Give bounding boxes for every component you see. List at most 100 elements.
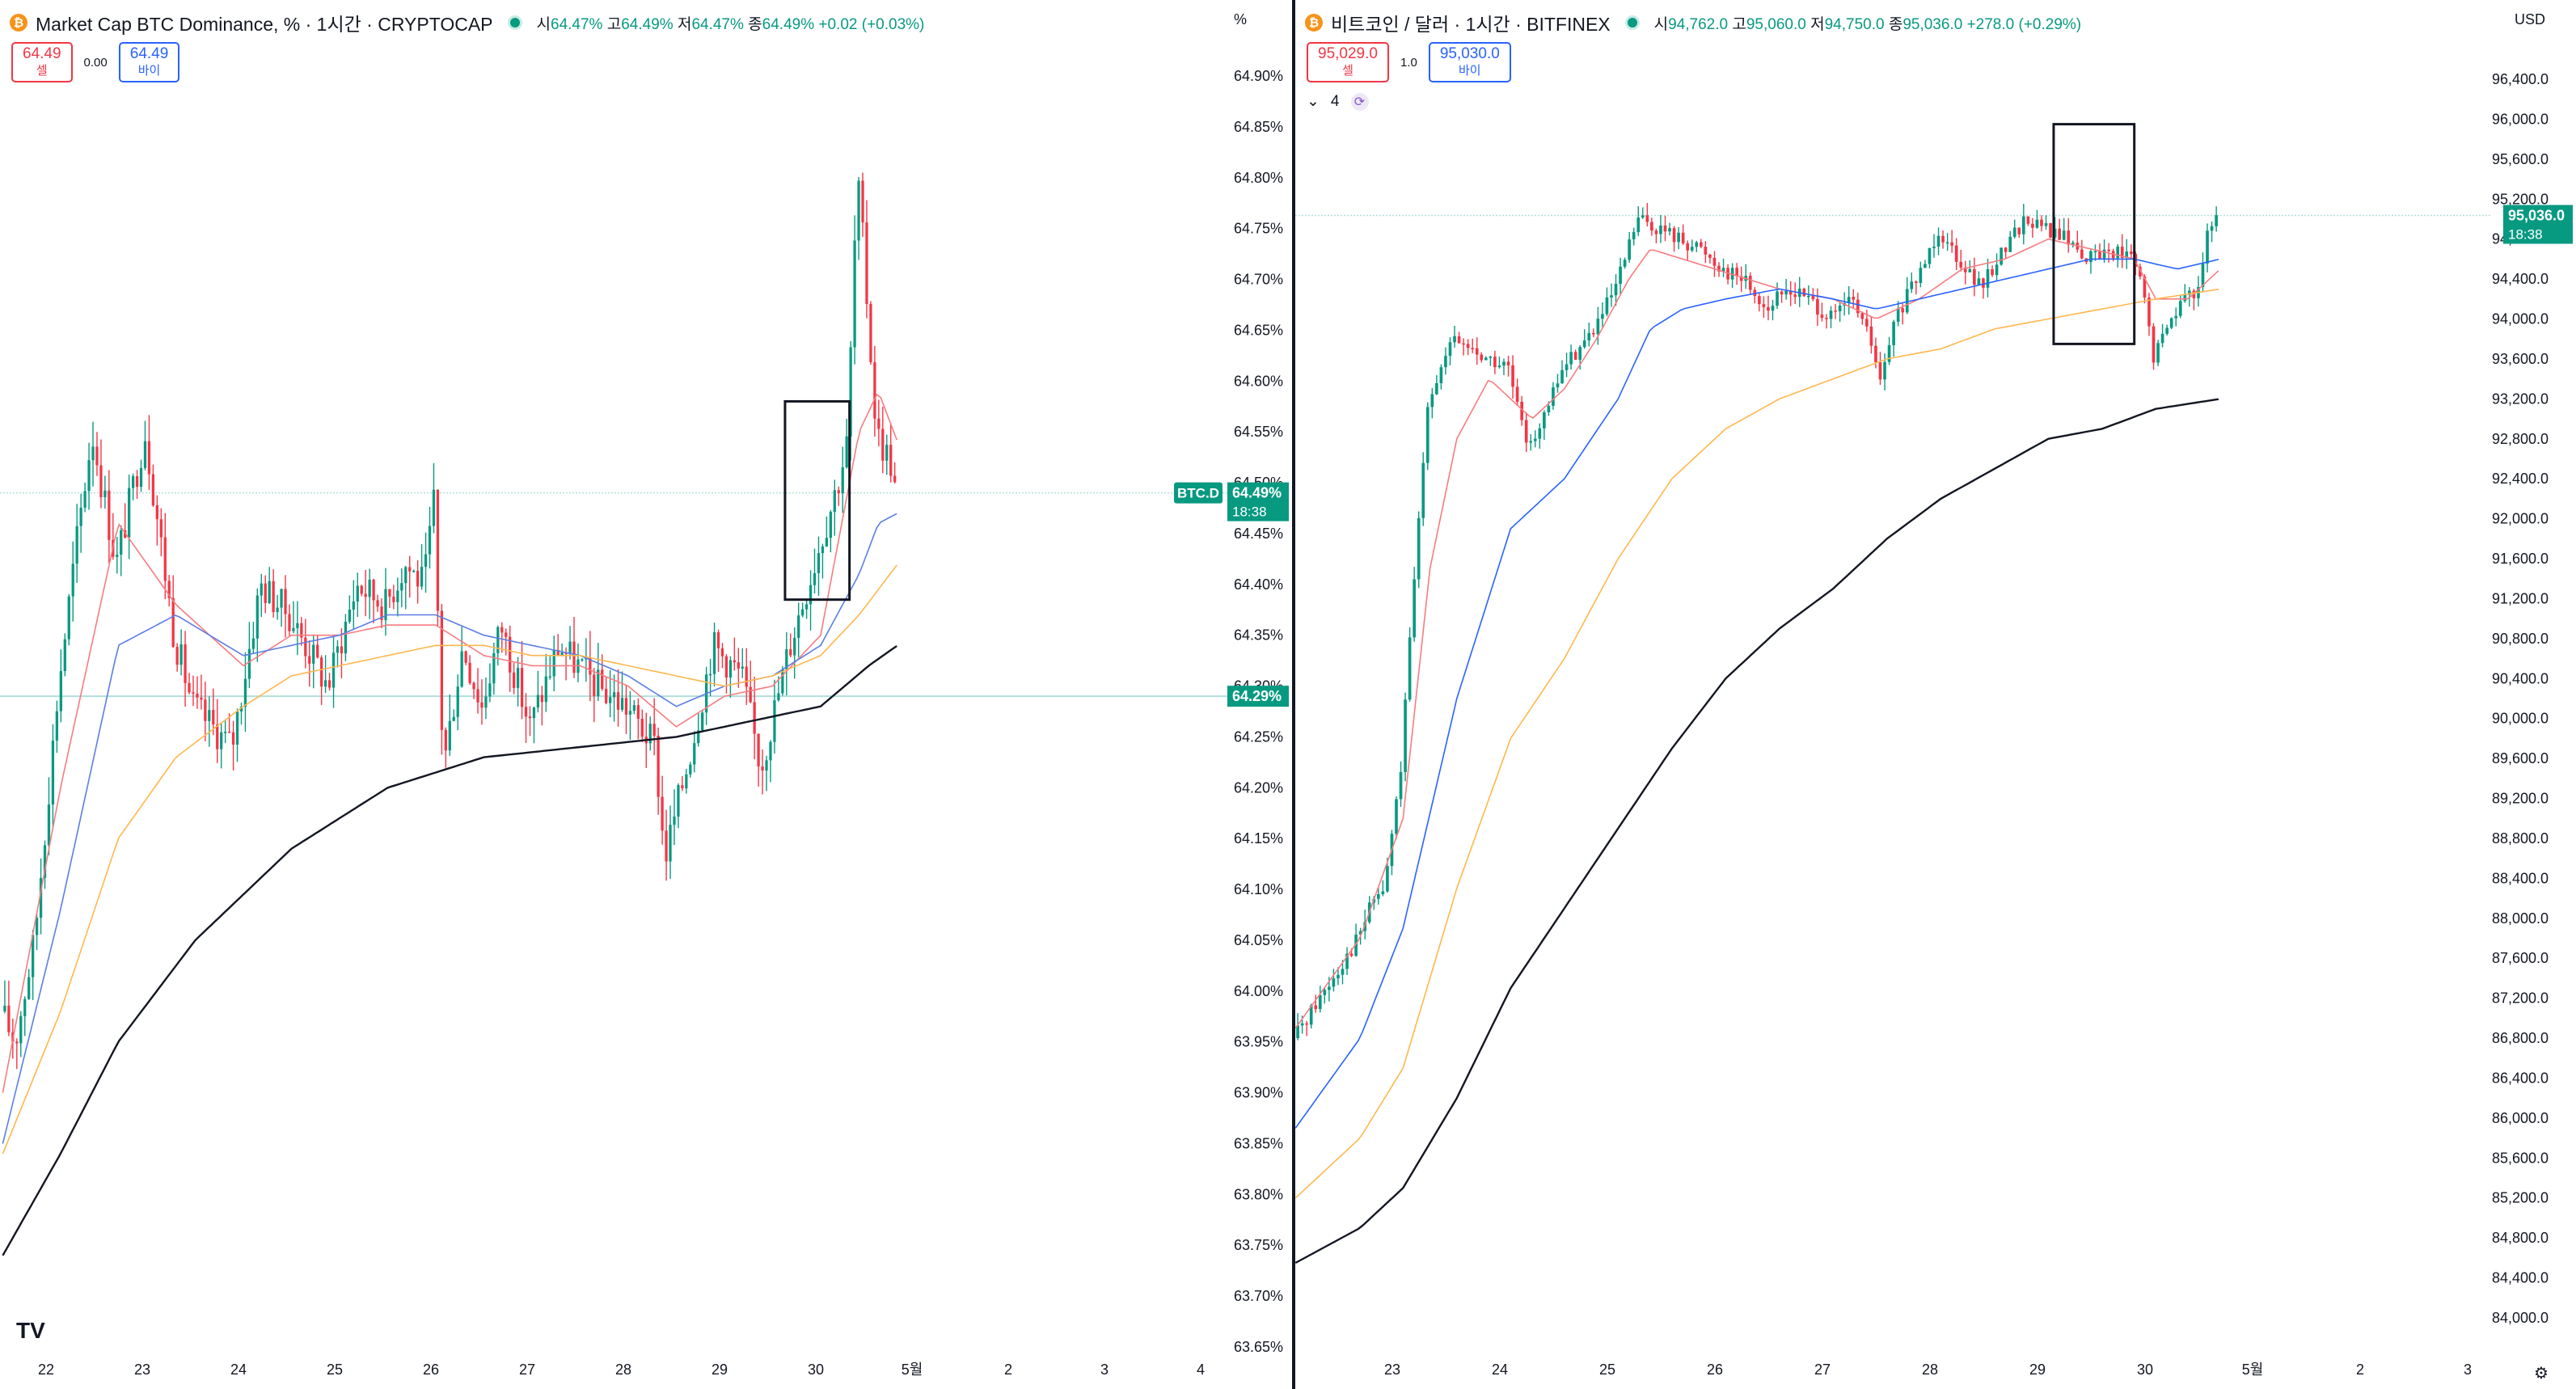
candle-body — [2183, 294, 2187, 302]
candle-body — [1439, 367, 1443, 383]
chevron-down-icon[interactable]: ⌄ — [1307, 93, 1320, 110]
candle-body — [1552, 387, 1555, 406]
candle-body — [2049, 222, 2052, 238]
candle-body — [444, 729, 447, 751]
candle-body — [71, 564, 74, 597]
candle-body — [175, 647, 179, 665]
candle-body — [1668, 228, 1671, 232]
candle-body — [2098, 251, 2101, 259]
moving-average-line — [1295, 238, 2219, 1029]
panel-divider[interactable] — [1292, 0, 1295, 1389]
candle-body — [536, 694, 540, 708]
candle-body — [472, 682, 475, 690]
bitcoin-icon: ₿ — [10, 14, 27, 32]
candle-body — [2120, 247, 2124, 258]
right-symbol-title[interactable]: 비트코인 / 달러 · 1시간 · BITFINEX — [1331, 14, 1611, 35]
y-tick-label: 63.75% — [1234, 1237, 1283, 1253]
candle-body — [1793, 294, 1797, 298]
candle-body — [327, 680, 332, 688]
left-buy-button[interactable]: 64.49 바이 — [118, 42, 180, 82]
y-tick-label: 64.15% — [1234, 830, 1283, 846]
right-buy-button[interactable]: 95,030.0 바이 — [1428, 42, 1511, 82]
candle-body — [1896, 308, 1900, 322]
candle-body — [2058, 228, 2061, 240]
candle-body — [1690, 247, 1694, 251]
market-status-icon — [507, 15, 522, 30]
candle-body — [544, 676, 547, 703]
candle-body — [809, 585, 813, 605]
candle-body — [1883, 361, 1886, 380]
candle-body — [1573, 352, 1577, 360]
candle-body — [1825, 318, 1828, 319]
candle-body — [39, 877, 43, 918]
btc-dominance-panel[interactable]: 64.90% 64.85% 64.80% 64.75% 64.70% 64.65% 64.6… — [0, 0, 1292, 1389]
candle-body — [1345, 953, 1349, 969]
y-tick-label: 85,600.0 — [2492, 1150, 2549, 1166]
candle-body — [1515, 386, 1519, 402]
candle-body — [83, 491, 87, 508]
tradingview-logo-icon[interactable]: TV — [16, 1318, 45, 1343]
candle-body — [1869, 326, 1873, 346]
candle-body — [1569, 352, 1573, 365]
candle-body — [1413, 579, 1416, 638]
btc-usd-panel[interactable]: 96,400.096,000.095,600.095,200.094,800.0… — [1295, 0, 2576, 1389]
moving-average-line — [2, 645, 897, 1256]
candle-body — [1986, 269, 1990, 288]
candle-body — [1489, 357, 1493, 358]
last-price-value: 64.49% — [1232, 485, 1282, 501]
candle-body — [1829, 310, 1833, 319]
candle-body — [500, 627, 504, 633]
candle-body — [2012, 227, 2016, 237]
left-sell-button[interactable]: 64.49 셀 — [11, 42, 73, 82]
btc-dominance-chart[interactable]: 64.90% 64.85% 64.80% 64.75% 64.70% 64.65% 64.6… — [0, 0, 1292, 1389]
candle-body — [340, 646, 344, 654]
candle-body — [452, 716, 455, 721]
candle-body — [1717, 265, 1721, 272]
candle-body — [1865, 319, 1869, 327]
y-tick-label: 90,800.0 — [2492, 631, 2549, 647]
candle-body — [1524, 420, 1528, 443]
candle-body — [47, 804, 51, 846]
candle-body — [616, 692, 620, 710]
y-tick-label: 63.90% — [1234, 1085, 1283, 1101]
candle-body — [673, 817, 676, 825]
candle-body — [745, 666, 748, 687]
candle-body — [1591, 332, 1595, 335]
candle-body — [1480, 354, 1484, 361]
candle-body — [1860, 313, 1864, 319]
candle-body — [292, 627, 295, 631]
candle-body — [1771, 306, 1775, 311]
candle-body — [496, 627, 500, 653]
candle-body — [155, 505, 158, 520]
moving-average-line — [1295, 398, 2219, 1264]
candle-body — [288, 614, 291, 631]
candle-body — [1318, 994, 1322, 1010]
candle-body — [1421, 462, 1425, 518]
left-unit-label: % — [1234, 11, 1248, 27]
right-unit-label[interactable]: USD — [2515, 11, 2546, 27]
candle-body — [2192, 290, 2196, 298]
candle-body — [235, 711, 239, 745]
annotation-box — [783, 399, 851, 602]
left-symbol-title[interactable]: Market Cap BTC Dominance, % · 1시간 · CRYP… — [36, 14, 493, 35]
sync-icon[interactable]: ⟳ — [1350, 92, 1369, 111]
right-sell-button[interactable]: 95,029.0 셀 — [1307, 42, 1389, 82]
candle-body — [636, 705, 640, 720]
y-tick-label: 64.85% — [1234, 119, 1283, 135]
candle-body — [869, 303, 872, 363]
candle-body — [35, 918, 39, 935]
candle-body — [484, 696, 488, 708]
last-price-value: 95,036.0 — [2508, 208, 2565, 224]
candle-body — [332, 652, 336, 688]
btc-usd-chart[interactable]: 96,400.096,000.095,600.095,200.094,800.0… — [1295, 0, 2576, 1389]
settings-gear-icon[interactable]: ⚙ — [2534, 1365, 2549, 1383]
candle-body — [1699, 242, 1703, 247]
left-spread: 0.00 — [83, 55, 108, 70]
indicator-count: 4 — [1330, 92, 1340, 110]
candle-body — [171, 597, 175, 648]
indicator-toggle[interactable]: ⌄ 4 ⟳ — [1307, 92, 1369, 111]
candle-body — [488, 683, 492, 697]
candle-body — [597, 669, 600, 696]
candle-body — [1363, 922, 1367, 931]
candle-body — [1695, 242, 1699, 247]
